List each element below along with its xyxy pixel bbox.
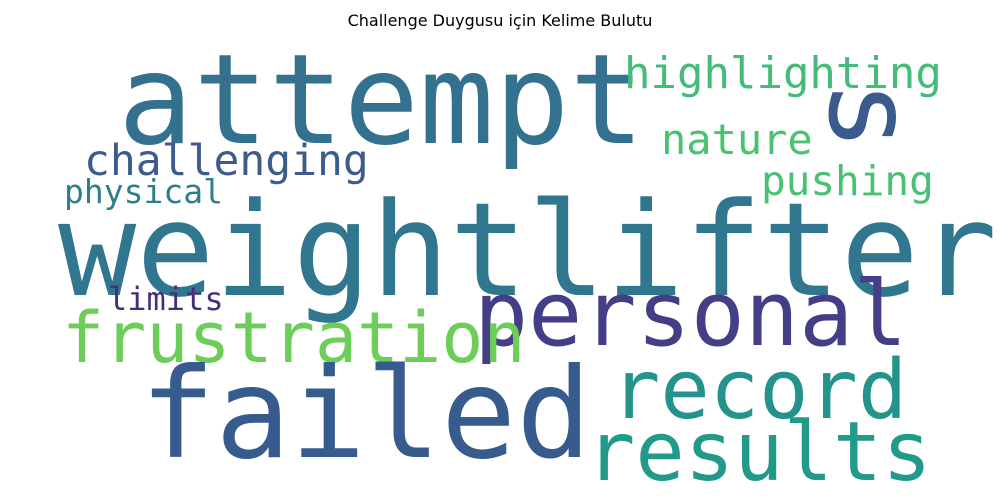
word-nature: nature: [661, 115, 813, 164]
word-results: results: [586, 405, 932, 500]
word-pushing: pushing: [761, 157, 934, 205]
word-frustration: frustration: [62, 297, 526, 379]
word-attempt: attempt: [118, 28, 645, 173]
word-challenging: challenging: [84, 136, 369, 186]
word-personal: personal: [474, 262, 908, 367]
chart-title: Challenge Duygusu için Kelime Bulutu: [347, 11, 653, 30]
word-weightlifter: weightlifter: [58, 174, 998, 326]
word-record: record: [611, 343, 908, 438]
word-physical: physical: [64, 172, 223, 211]
word-failed: failed: [140, 342, 592, 487]
word-limits: limits: [108, 280, 224, 318]
word-highlighting: highlighting: [624, 48, 942, 99]
